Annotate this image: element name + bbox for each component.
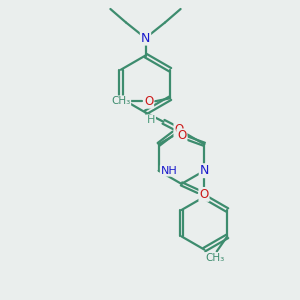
Text: H: H: [147, 115, 155, 125]
Text: N: N: [200, 164, 209, 177]
Text: N: N: [141, 32, 150, 45]
Text: O: O: [174, 123, 184, 136]
Text: O: O: [200, 188, 208, 201]
Text: O: O: [144, 95, 153, 108]
Text: CH₃: CH₃: [206, 253, 225, 263]
Text: CH₃: CH₃: [111, 96, 130, 106]
Text: O: O: [177, 129, 187, 142]
Text: NH: NH: [161, 166, 178, 176]
